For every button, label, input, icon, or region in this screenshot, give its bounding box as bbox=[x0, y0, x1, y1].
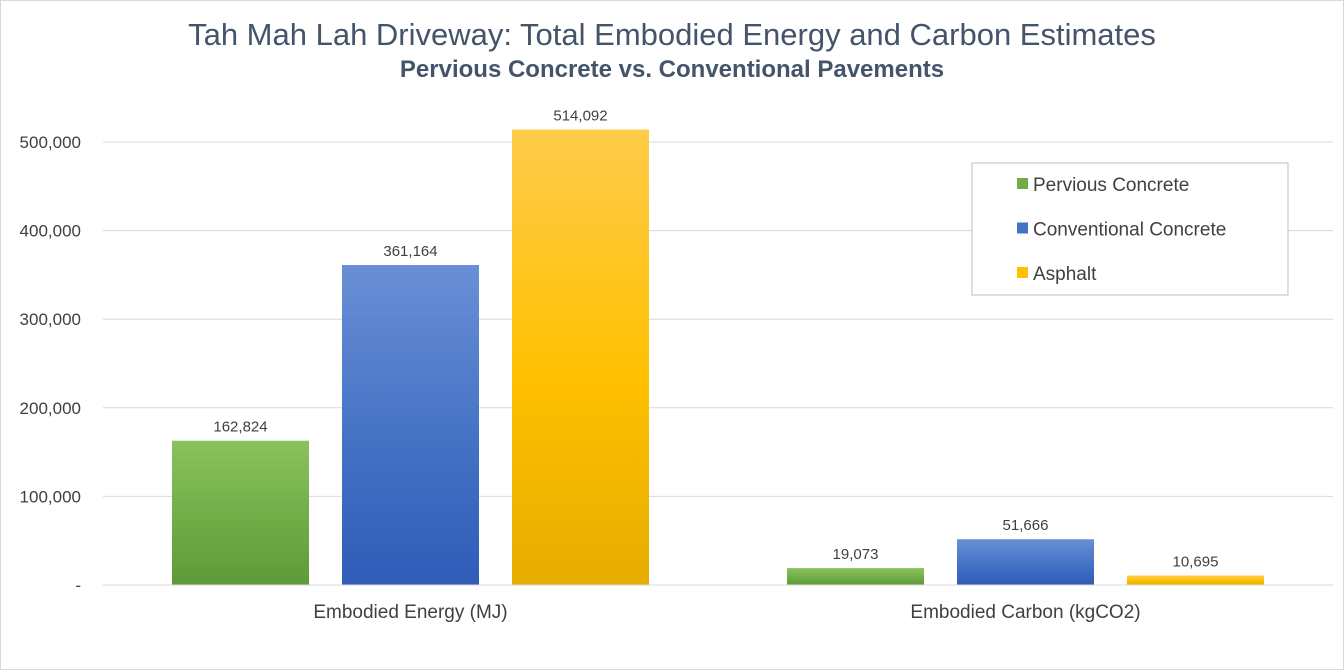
legend: Pervious Concrete Conventional Concrete As… bbox=[971, 162, 1289, 296]
data-label: 10,695 bbox=[1173, 554, 1219, 571]
y-tick-label: 300,000 bbox=[20, 310, 81, 329]
legend-swatch bbox=[1017, 178, 1028, 189]
chart-title: Tah Mah Lah Driveway: Total Embodied Ene… bbox=[188, 17, 1156, 52]
data-label: 51,666 bbox=[1003, 517, 1049, 534]
bars: 162,824 361,164 514,092 19,073 51,666 10,695 bbox=[172, 108, 1264, 586]
data-label: 19,073 bbox=[833, 546, 879, 563]
x-category-label: Embodied Carbon (kgCO2) bbox=[910, 602, 1140, 623]
bar-pervious-concrete bbox=[172, 440, 309, 585]
y-tick-label: 100,000 bbox=[20, 487, 81, 506]
x-category-label: Embodied Energy (MJ) bbox=[313, 602, 507, 623]
data-label: 514,092 bbox=[553, 108, 607, 125]
legend-label: Pervious Concrete bbox=[1033, 175, 1189, 196]
bar-conventional-concrete bbox=[342, 265, 479, 585]
data-label: 361,164 bbox=[383, 243, 437, 260]
y-tick-label: 400,000 bbox=[20, 222, 81, 241]
x-axis: Embodied Energy (MJ) Embodied Carbon (kgC… bbox=[103, 584, 1333, 623]
data-label: 162,824 bbox=[213, 419, 267, 436]
bar-conventional-concrete bbox=[957, 539, 1094, 585]
legend-swatch bbox=[1017, 222, 1028, 234]
y-tick-label: 500,000 bbox=[20, 133, 81, 152]
y-axis: - 100,000 200,000 300,000 400,000 500,000 bbox=[20, 133, 81, 595]
legend-label: Asphalt bbox=[1033, 264, 1097, 285]
y-tick-label: 200,000 bbox=[20, 399, 81, 418]
bar-asphalt bbox=[1127, 575, 1264, 585]
chart-subtitle: Pervious Concrete vs. Conventional Pavem… bbox=[400, 56, 944, 83]
bar-asphalt bbox=[512, 129, 649, 586]
bar-pervious-concrete bbox=[787, 568, 924, 585]
legend-swatch bbox=[1017, 267, 1028, 278]
y-tick-label: - bbox=[75, 576, 81, 595]
legend-label: Conventional Concrete bbox=[1033, 220, 1226, 241]
